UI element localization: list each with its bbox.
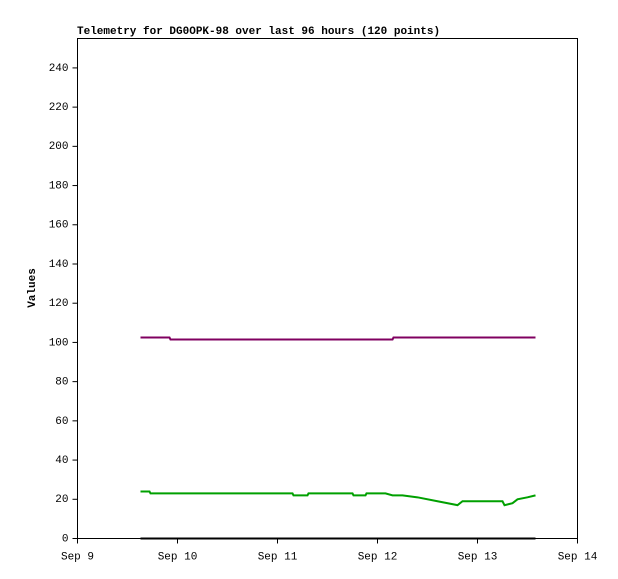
y-tick-label: 60 xyxy=(55,416,68,428)
x-tick-label: Sep 11 xyxy=(258,551,298,563)
y-tick-label: 80 xyxy=(55,377,68,389)
y-tick-label: 240 xyxy=(49,63,69,75)
series-line xyxy=(140,336,536,341)
x-tick-label: Sep 9 xyxy=(61,551,94,563)
y-tick-label: 120 xyxy=(49,298,69,310)
y-tick-label: 180 xyxy=(49,180,69,192)
series-line xyxy=(140,490,536,507)
y-tick-label: 140 xyxy=(49,259,69,271)
x-tick-label: Sep 13 xyxy=(458,551,498,563)
plot-frame xyxy=(77,38,578,539)
y-tick-label: 200 xyxy=(49,141,69,153)
y-tick-label: 0 xyxy=(62,533,69,545)
x-tick-label: Sep 10 xyxy=(158,551,198,563)
chart-title: Telemetry for DG0OPK-98 over last 96 hou… xyxy=(77,26,440,38)
y-tick-label: 20 xyxy=(55,494,68,506)
y-tick-label: 40 xyxy=(55,455,68,467)
y-tick-label: 220 xyxy=(49,102,69,114)
y-axis-label: Values xyxy=(27,268,39,308)
x-tick-label: Sep 12 xyxy=(358,551,398,563)
x-tick-label: Sep 14 xyxy=(558,551,598,563)
y-tick-label: 100 xyxy=(49,337,69,349)
y-tick-label: 160 xyxy=(49,220,69,232)
